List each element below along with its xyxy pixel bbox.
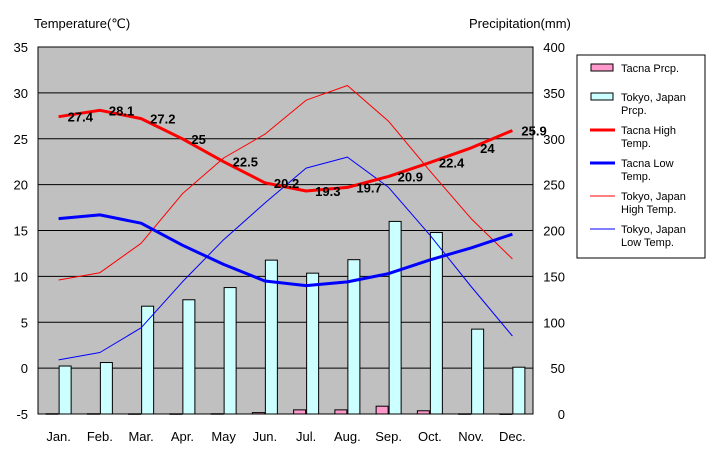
bar [128,413,142,415]
y-left-tick-label: 5 [21,315,28,330]
legend-label: Tacna Low [621,158,674,170]
y-left-tick-label: 35 [14,40,28,55]
bar [512,366,526,415]
legend-label: High Temp. [621,204,676,216]
bar [293,409,307,415]
y-left-tick-label: -5 [16,407,28,422]
bar [499,413,513,415]
data-label: 20.2 [274,176,299,191]
x-tick-label: Nov. [458,429,484,444]
y-right-tick-label: 300 [543,132,565,147]
y-left-tick-label: 30 [14,86,28,101]
legend-label: Tokyo, Japan [621,191,686,203]
x-tick-label: May [211,429,236,444]
bar [416,410,430,415]
bar [347,259,361,415]
bar [45,413,59,415]
bar [375,405,389,415]
y-right-tick-label: 50 [551,361,565,376]
data-label: 19.7 [356,180,381,195]
y-right-tick-label: 100 [543,315,565,330]
bar [471,328,485,415]
y-left-tick-label: 10 [14,269,28,284]
y-axis-right-title: Precipitation(mm) [469,16,571,31]
data-label: 27.2 [150,112,175,127]
bar [99,362,113,415]
legend-label: Tacna High [621,125,676,137]
legend-box [576,54,706,259]
bar [458,413,472,415]
y-right-tick-label: 150 [543,269,565,284]
bar [429,232,443,415]
bar [306,272,320,415]
data-label: 20.9 [398,169,423,184]
plot-area: -505101520253035050100150200250300350400… [14,40,565,444]
series-line [58,213,513,288]
x-tick-label: Jan. [46,429,71,444]
bar [210,413,224,415]
legend-label: Temp. [621,138,651,150]
x-tick-label: Oct. [418,429,442,444]
data-label: 28.1 [109,103,134,118]
legend-swatch [590,92,614,101]
x-tick-label: Feb. [87,429,113,444]
series-line [58,108,513,193]
legend-label: Tokyo, Japan [621,224,686,236]
bar [182,299,196,415]
data-label: 22.4 [439,156,465,171]
x-tick-label: Mar. [128,429,153,444]
data-label: 27.4 [68,110,94,125]
x-tick-label: Aug. [334,429,361,444]
x-tick-label: Sep. [375,429,402,444]
bar [58,365,72,415]
bar [169,413,183,415]
bar [223,287,237,415]
legend-swatch [590,63,614,72]
y-right-tick-label: 0 [558,407,565,422]
legend-label: Temp. [621,171,651,183]
legend-label: Prcp. [621,105,647,117]
x-tick-label: Jun. [253,429,278,444]
y-left-tick-label: 20 [14,178,28,193]
data-label: 24 [480,141,495,156]
data-label: 19.3 [315,184,340,199]
series-line [58,85,513,281]
y-right-tick-label: 200 [543,224,565,239]
x-tick-label: Dec. [499,429,526,444]
bar [141,305,155,415]
data-label: 25 [191,132,205,147]
y-right-tick-label: 350 [543,86,565,101]
bar [388,220,402,415]
bar [86,413,100,415]
data-label: 22.5 [233,155,258,170]
y-right-tick-label: 250 [543,178,565,193]
x-tick-label: Jul. [296,429,316,444]
data-label: 25.9 [521,123,546,138]
x-tick-label: Apr. [171,429,194,444]
y-left-tick-label: 0 [21,361,28,376]
y-axis-left-title: Temperature(℃) [34,16,130,31]
bar [334,409,348,415]
legend-label: Tokyo, Japan [621,92,686,104]
y-right-tick-label: 400 [543,40,565,55]
legend-label: Low Temp. [621,237,674,249]
legend-label: Tacna Prcp. [621,63,679,75]
y-left-tick-label: 15 [14,224,28,239]
y-left-tick-label: 25 [14,132,28,147]
bar [251,412,265,415]
bar [264,259,278,415]
